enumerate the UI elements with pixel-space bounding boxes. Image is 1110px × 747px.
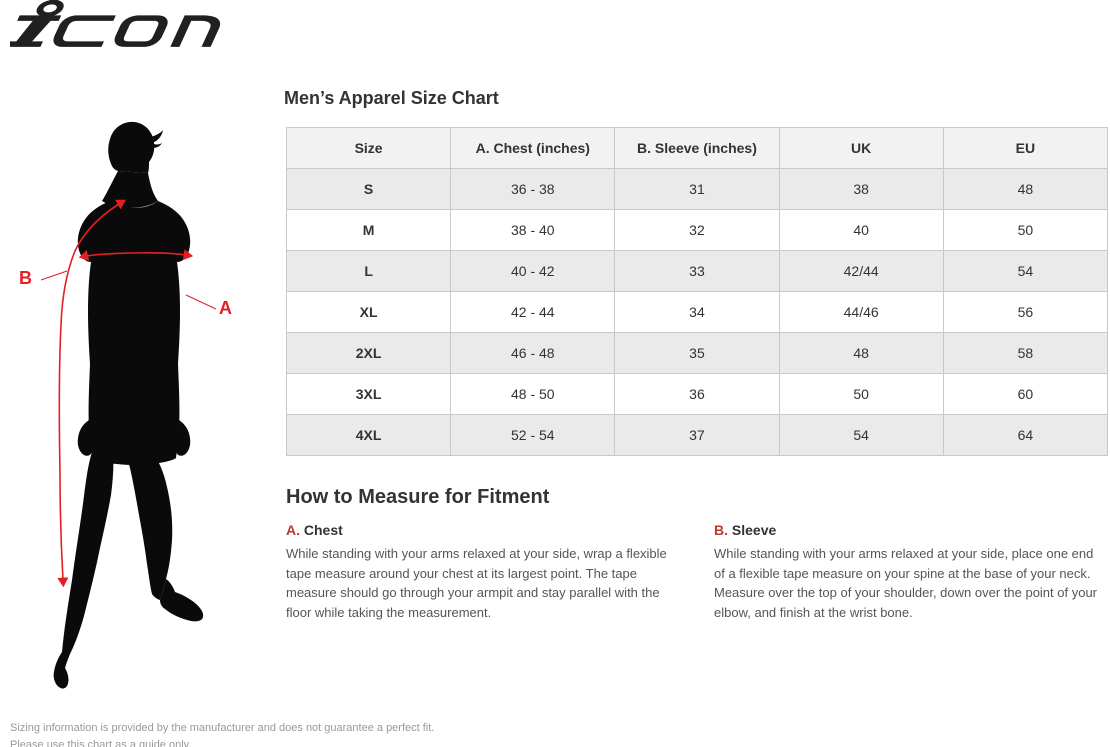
svg-text:A: A [219,298,232,318]
svg-text:B: B [19,268,32,288]
